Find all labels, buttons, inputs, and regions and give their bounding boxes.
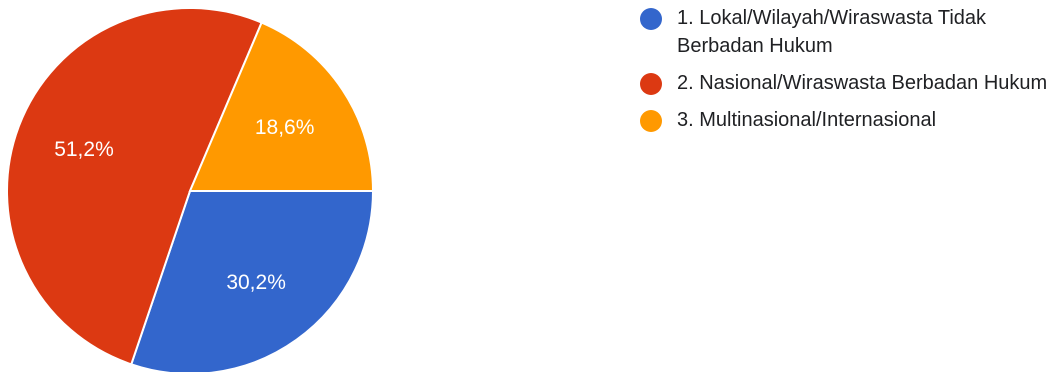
legend-label: 1. Lokal/Wilayah/Wiraswasta Tidak Berbad… bbox=[677, 7, 987, 57]
legend: 1. Lokal/Wilayah/Wiraswasta Tidak Berbad… bbox=[640, 4, 1060, 143]
slice-label-1: 30,2% bbox=[226, 271, 286, 294]
legend-item-1[interactable]: 1. Lokal/Wilayah/Wiraswasta Tidak Berbad… bbox=[640, 4, 1060, 60]
legend-swatch-icon bbox=[640, 110, 662, 132]
legend-label: 2. Nasional/Wiraswasta Berbadan Hukum bbox=[677, 72, 1048, 94]
legend-swatch-icon bbox=[640, 8, 662, 30]
pie-slice-2[interactable] bbox=[6, 7, 263, 366]
legend-item-3[interactable]: 3. Multinasional/Internasional bbox=[640, 106, 1060, 134]
slice-label-3: 18,6% bbox=[255, 116, 315, 139]
pie-slice-3[interactable] bbox=[188, 21, 375, 192]
legend-item-2[interactable]: 2. Nasional/Wiraswasta Berbadan Hukum bbox=[640, 69, 1060, 97]
legend-swatch-icon bbox=[640, 73, 662, 95]
slice-label-2: 51,2% bbox=[54, 138, 114, 161]
legend-label: 3. Multinasional/Internasional bbox=[677, 109, 937, 131]
pie-plot-area: 30,2% 51,2% 18,6% bbox=[6, 7, 375, 372]
pie-slice-1[interactable] bbox=[129, 190, 375, 372]
